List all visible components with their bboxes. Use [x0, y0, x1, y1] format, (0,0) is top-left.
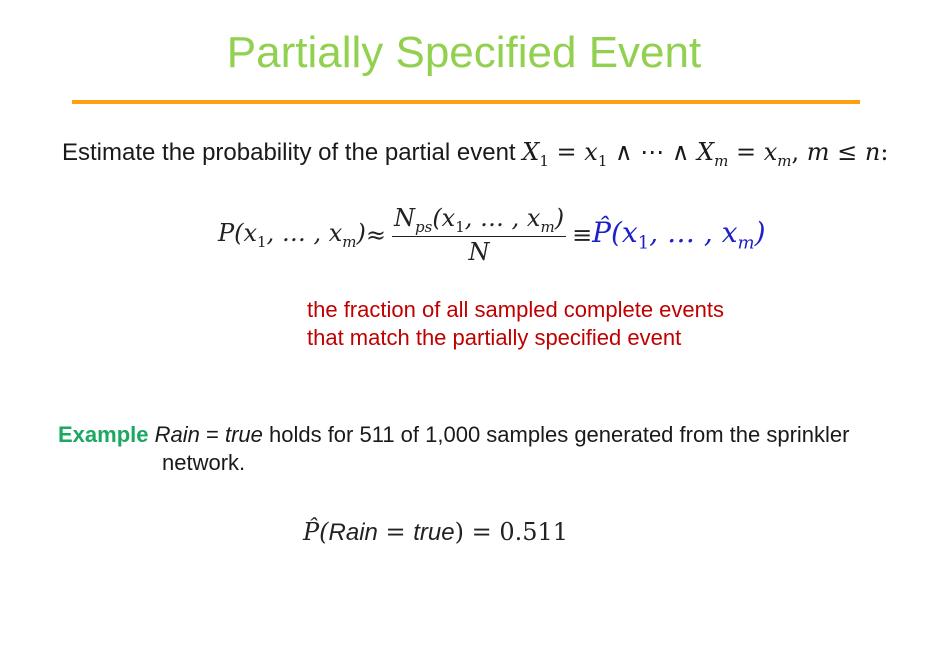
- approx-sign: ≈: [365, 221, 386, 249]
- intro-math: X1 = x1 ∧ ⋯ ∧ Xm = xm, m ≤ n:: [522, 138, 889, 170]
- intro-sentence: Estimate the probability of the partial …: [62, 138, 888, 170]
- estimate-formula: P(x1, … , xm) ≈ Nps(x1, … , xm) N ≡ P̂(x…: [218, 200, 766, 270]
- example-text-2: network.: [162, 450, 246, 475]
- formula-lhs: P(x1, … , xm): [218, 219, 366, 251]
- example-var: Rain: [154, 422, 200, 447]
- intro-text: Estimate the probability of the partial …: [62, 139, 516, 166]
- formula-fraction: Nps(x1, … , xm) N: [392, 203, 567, 267]
- example-val: true: [224, 422, 263, 447]
- note-line-2: that match the partially specified event: [307, 325, 682, 350]
- title-underline: [72, 100, 860, 104]
- example-label: Example: [58, 422, 149, 447]
- example-text-1: holds for 511 of 1,000 samples generated…: [262, 422, 850, 447]
- page-title: Partially Specified Event: [226, 28, 702, 77]
- fraction-numerator: Nps(x1, … , xm): [392, 203, 567, 238]
- result-value: 0.511: [499, 518, 569, 546]
- note-line-1: the fraction of all sampled complete eve…: [307, 297, 725, 322]
- fraction-denominator: N: [468, 238, 490, 267]
- example-block: Example Rain = true holds for 511 of 1,0…: [58, 421, 918, 477]
- example-result: P̂(Rain = true) = 0.511: [303, 518, 569, 546]
- estimator-phat: P̂(x1, … , xm): [592, 216, 766, 254]
- example-eq: =: [199, 422, 225, 447]
- equiv-sign: ≡: [572, 221, 593, 249]
- fraction-note: the fraction of all sampled complete eve…: [307, 296, 724, 352]
